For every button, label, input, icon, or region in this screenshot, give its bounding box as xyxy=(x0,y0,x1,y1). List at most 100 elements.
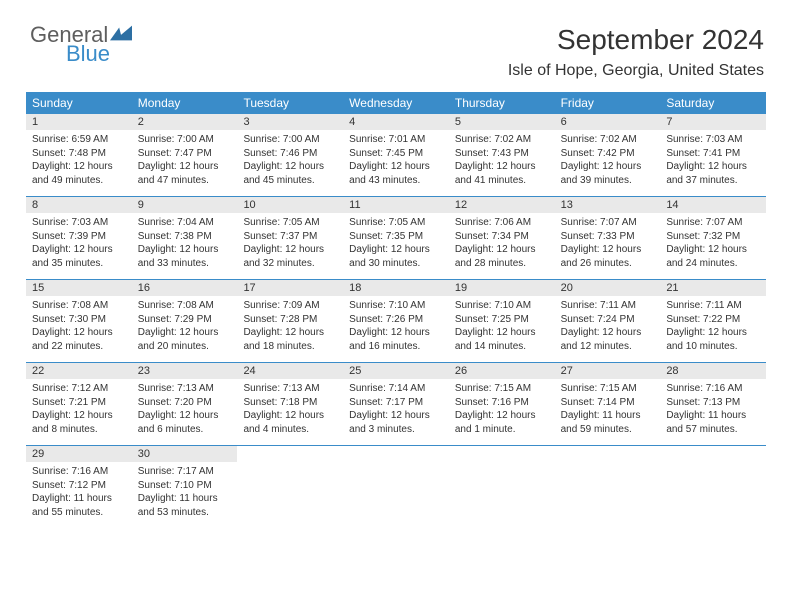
day-body: Sunrise: 7:08 AMSunset: 7:30 PMDaylight:… xyxy=(26,296,132,353)
sunrise-text: Sunrise: 7:11 AM xyxy=(666,299,760,313)
daylight-line1: Daylight: 11 hours xyxy=(666,409,760,423)
day-number: 19 xyxy=(449,280,555,296)
sunset-text: Sunset: 7:42 PM xyxy=(561,147,655,161)
sunset-text: Sunset: 7:33 PM xyxy=(561,230,655,244)
dow-cell: Sunday xyxy=(26,92,132,114)
day-body: Sunrise: 6:59 AMSunset: 7:48 PMDaylight:… xyxy=(26,130,132,187)
day-number: 27 xyxy=(555,363,661,379)
sunrise-text: Sunrise: 7:08 AM xyxy=(32,299,126,313)
daylight-line2: and 6 minutes. xyxy=(138,423,232,437)
daylight-line1: Daylight: 12 hours xyxy=(243,326,337,340)
day-cell: 11Sunrise: 7:05 AMSunset: 7:35 PMDayligh… xyxy=(343,197,449,279)
day-body: Sunrise: 7:02 AMSunset: 7:42 PMDaylight:… xyxy=(555,130,661,187)
daylight-line2: and 49 minutes. xyxy=(32,174,126,188)
day-cell: 4Sunrise: 7:01 AMSunset: 7:45 PMDaylight… xyxy=(343,114,449,196)
week-row: 22Sunrise: 7:12 AMSunset: 7:21 PMDayligh… xyxy=(26,363,766,446)
sunset-text: Sunset: 7:28 PM xyxy=(243,313,337,327)
day-number: 18 xyxy=(343,280,449,296)
daylight-line2: and 18 minutes. xyxy=(243,340,337,354)
day-number: 1 xyxy=(26,114,132,130)
sunrise-text: Sunrise: 7:14 AM xyxy=(349,382,443,396)
sunrise-text: Sunrise: 7:03 AM xyxy=(666,133,760,147)
daylight-line1: Daylight: 12 hours xyxy=(349,243,443,257)
sunset-text: Sunset: 7:38 PM xyxy=(138,230,232,244)
daylight-line2: and 59 minutes. xyxy=(561,423,655,437)
day-number: 22 xyxy=(26,363,132,379)
brand-word2: Blue xyxy=(66,43,132,65)
daylight-line1: Daylight: 12 hours xyxy=(138,326,232,340)
sunrise-text: Sunrise: 7:05 AM xyxy=(243,216,337,230)
daylight-line2: and 33 minutes. xyxy=(138,257,232,271)
day-body: Sunrise: 7:15 AMSunset: 7:16 PMDaylight:… xyxy=(449,379,555,436)
sunset-text: Sunset: 7:41 PM xyxy=(666,147,760,161)
day-body: Sunrise: 7:05 AMSunset: 7:35 PMDaylight:… xyxy=(343,213,449,270)
day-number: 6 xyxy=(555,114,661,130)
day-cell: 8Sunrise: 7:03 AMSunset: 7:39 PMDaylight… xyxy=(26,197,132,279)
sunrise-text: Sunrise: 7:04 AM xyxy=(138,216,232,230)
day-number: 16 xyxy=(132,280,238,296)
day-body: Sunrise: 7:13 AMSunset: 7:20 PMDaylight:… xyxy=(132,379,238,436)
day-cell: 2Sunrise: 7:00 AMSunset: 7:47 PMDaylight… xyxy=(132,114,238,196)
sunrise-text: Sunrise: 7:16 AM xyxy=(666,382,760,396)
day-body: Sunrise: 7:01 AMSunset: 7:45 PMDaylight:… xyxy=(343,130,449,187)
sunset-text: Sunset: 7:18 PM xyxy=(243,396,337,410)
daylight-line1: Daylight: 12 hours xyxy=(32,160,126,174)
daylight-line1: Daylight: 11 hours xyxy=(138,492,232,506)
sunset-text: Sunset: 7:39 PM xyxy=(32,230,126,244)
sunset-text: Sunset: 7:26 PM xyxy=(349,313,443,327)
daylight-line2: and 53 minutes. xyxy=(138,506,232,520)
day-cell: 22Sunrise: 7:12 AMSunset: 7:21 PMDayligh… xyxy=(26,363,132,445)
daylight-line1: Daylight: 12 hours xyxy=(455,243,549,257)
daylight-line2: and 1 minute. xyxy=(455,423,549,437)
day-body: Sunrise: 7:06 AMSunset: 7:34 PMDaylight:… xyxy=(449,213,555,270)
day-body: Sunrise: 7:03 AMSunset: 7:39 PMDaylight:… xyxy=(26,213,132,270)
daylight-line1: Daylight: 12 hours xyxy=(666,160,760,174)
day-body: Sunrise: 7:10 AMSunset: 7:25 PMDaylight:… xyxy=(449,296,555,353)
day-cell: 9Sunrise: 7:04 AMSunset: 7:38 PMDaylight… xyxy=(132,197,238,279)
day-body: Sunrise: 7:16 AMSunset: 7:13 PMDaylight:… xyxy=(660,379,766,436)
day-body: Sunrise: 7:00 AMSunset: 7:46 PMDaylight:… xyxy=(237,130,343,187)
sunset-text: Sunset: 7:32 PM xyxy=(666,230,760,244)
day-number: 3 xyxy=(237,114,343,130)
day-cell: 16Sunrise: 7:08 AMSunset: 7:29 PMDayligh… xyxy=(132,280,238,362)
day-cell: 30Sunrise: 7:17 AMSunset: 7:10 PMDayligh… xyxy=(132,446,238,528)
day-number: 21 xyxy=(660,280,766,296)
daylight-line2: and 32 minutes. xyxy=(243,257,337,271)
daylight-line2: and 37 minutes. xyxy=(666,174,760,188)
daylight-line1: Daylight: 12 hours xyxy=(243,243,337,257)
sunrise-text: Sunrise: 7:15 AM xyxy=(455,382,549,396)
sunset-text: Sunset: 7:37 PM xyxy=(243,230,337,244)
daylight-line1: Daylight: 12 hours xyxy=(243,160,337,174)
day-number: 4 xyxy=(343,114,449,130)
daylight-line2: and 20 minutes. xyxy=(138,340,232,354)
day-body: Sunrise: 7:02 AMSunset: 7:43 PMDaylight:… xyxy=(449,130,555,187)
sunset-text: Sunset: 7:46 PM xyxy=(243,147,337,161)
empty-cell xyxy=(343,446,449,528)
daylight-line2: and 47 minutes. xyxy=(138,174,232,188)
day-number: 10 xyxy=(237,197,343,213)
sunrise-text: Sunrise: 7:07 AM xyxy=(666,216,760,230)
day-body: Sunrise: 7:11 AMSunset: 7:22 PMDaylight:… xyxy=(660,296,766,353)
day-cell: 7Sunrise: 7:03 AMSunset: 7:41 PMDaylight… xyxy=(660,114,766,196)
day-number: 29 xyxy=(26,446,132,462)
day-number: 20 xyxy=(555,280,661,296)
day-body: Sunrise: 7:12 AMSunset: 7:21 PMDaylight:… xyxy=(26,379,132,436)
sunset-text: Sunset: 7:13 PM xyxy=(666,396,760,410)
sunset-text: Sunset: 7:48 PM xyxy=(32,147,126,161)
daylight-line2: and 39 minutes. xyxy=(561,174,655,188)
sunset-text: Sunset: 7:12 PM xyxy=(32,479,126,493)
day-body: Sunrise: 7:07 AMSunset: 7:32 PMDaylight:… xyxy=(660,213,766,270)
sunrise-text: Sunrise: 7:01 AM xyxy=(349,133,443,147)
daylight-line1: Daylight: 12 hours xyxy=(138,160,232,174)
sunrise-text: Sunrise: 7:06 AM xyxy=(455,216,549,230)
sunrise-text: Sunrise: 7:09 AM xyxy=(243,299,337,313)
daylight-line1: Daylight: 12 hours xyxy=(243,409,337,423)
sunset-text: Sunset: 7:25 PM xyxy=(455,313,549,327)
day-number: 15 xyxy=(26,280,132,296)
day-cell: 19Sunrise: 7:10 AMSunset: 7:25 PMDayligh… xyxy=(449,280,555,362)
month-title: September 2024 xyxy=(508,24,764,56)
daylight-line1: Daylight: 12 hours xyxy=(455,326,549,340)
sunset-text: Sunset: 7:35 PM xyxy=(349,230,443,244)
sunset-text: Sunset: 7:29 PM xyxy=(138,313,232,327)
daylight-line1: Daylight: 12 hours xyxy=(32,326,126,340)
